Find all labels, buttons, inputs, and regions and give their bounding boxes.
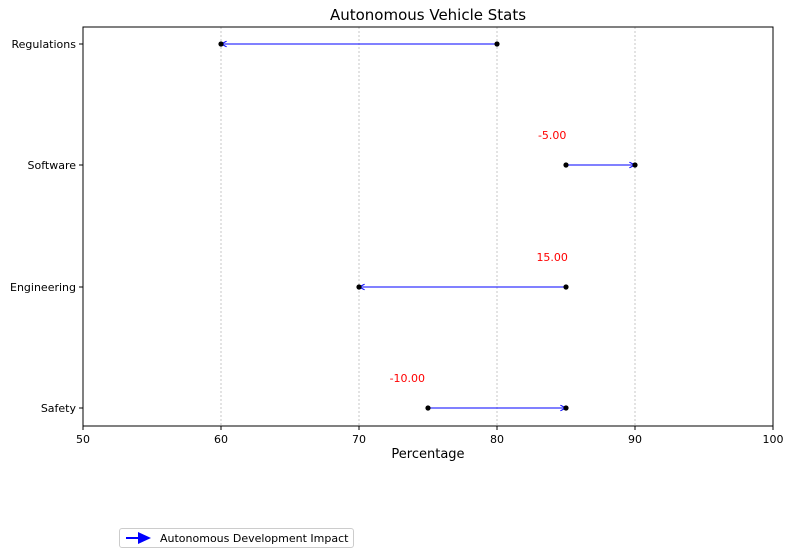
x-axis-ticks: 50 60 70 80 90 100 (76, 426, 784, 446)
y-tick-label-1: Software (28, 159, 77, 172)
annotation-safety: -10.00 (390, 372, 425, 385)
end-point-engineering (356, 284, 362, 290)
legend-arrow-icon (126, 532, 151, 544)
grid-lines (220, 27, 636, 426)
start-point-safety (425, 405, 431, 411)
legend: Autonomous Development Impact (119, 528, 355, 548)
plot-frame (82, 26, 774, 427)
end-point-software (632, 162, 638, 168)
annotation-software: -5.00 (538, 129, 566, 142)
x-tick-label-2: 70 (352, 433, 366, 446)
data-marks: -5.00 15.00 -10.00 (218, 41, 638, 411)
y-axis-ticks: Regulations Software Engineering Safety (10, 38, 83, 415)
x-tick-label-4: 90 (628, 433, 642, 446)
chart-title: Autonomous Vehicle Stats (330, 6, 526, 24)
y-tick-label-3: Safety (41, 402, 77, 415)
x-axis-label: Percentage (391, 447, 464, 462)
start-point-regulations (494, 41, 500, 47)
legend-label: Autonomous Development Impact (160, 531, 349, 545)
x-tick-label-0: 50 (76, 433, 90, 446)
annotation-engineering: 15.00 (536, 251, 568, 264)
y-tick-label-0: Regulations (12, 38, 77, 51)
start-point-software (563, 162, 569, 168)
end-point-regulations (218, 41, 224, 47)
y-tick-label-2: Engineering (10, 281, 76, 294)
x-tick-label-3: 80 (490, 433, 504, 446)
x-tick-label-1: 60 (214, 433, 228, 446)
end-point-safety (563, 405, 569, 411)
start-point-engineering (563, 284, 569, 290)
x-tick-label-5: 100 (763, 433, 784, 446)
